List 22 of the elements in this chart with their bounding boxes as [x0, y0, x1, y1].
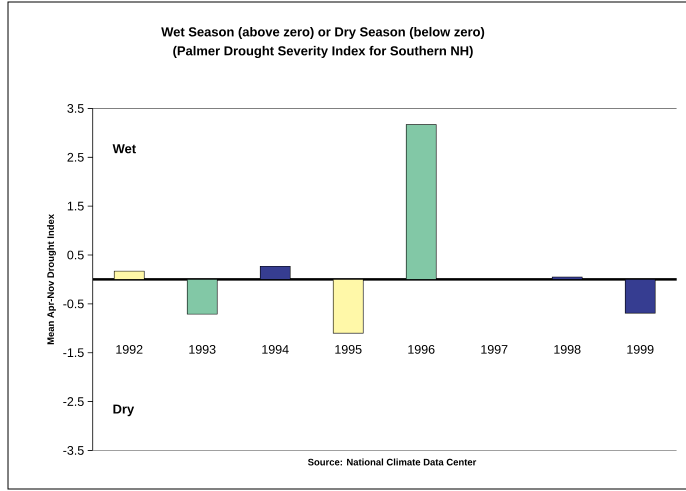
chart-title: Wet Season (above zero) or Dry Season (below zero)	[161, 26, 484, 40]
annotation: Wet	[112, 144, 136, 154]
x-tick-label: 1992	[116, 344, 142, 354]
y-tick-label: -1.5	[63, 348, 84, 358]
x-tick-label: 1995	[335, 344, 362, 354]
x-tick-label: 1996	[408, 344, 435, 354]
y-tick-label: 3.5	[67, 104, 84, 113]
annotation: Dry	[113, 404, 134, 416]
x-tick-label: 1997	[481, 344, 508, 354]
y-tick-label: 2.5	[68, 152, 84, 162]
chart-subtitle: (Palmer Drought Severity Index for Southern NH)	[173, 46, 473, 58]
x-tick-label: 1999	[627, 344, 654, 354]
y-tick-label: 1.5	[68, 202, 84, 210]
y-tick-label: -2.5	[63, 397, 84, 406]
x-tick-label: 1998	[554, 344, 581, 354]
y-tick-label: -3.5	[63, 446, 84, 455]
y-tick-label: 0.5	[67, 250, 84, 260]
source-note: Source: National Climate Data Center	[308, 458, 476, 466]
y-tick-label: -0.5	[63, 299, 84, 308]
x-tick-label: 1993	[189, 344, 216, 354]
y-axis-title: Mean Apr-Nov Drought Index	[47, 214, 56, 344]
x-tick-label: 1994	[262, 344, 289, 354]
